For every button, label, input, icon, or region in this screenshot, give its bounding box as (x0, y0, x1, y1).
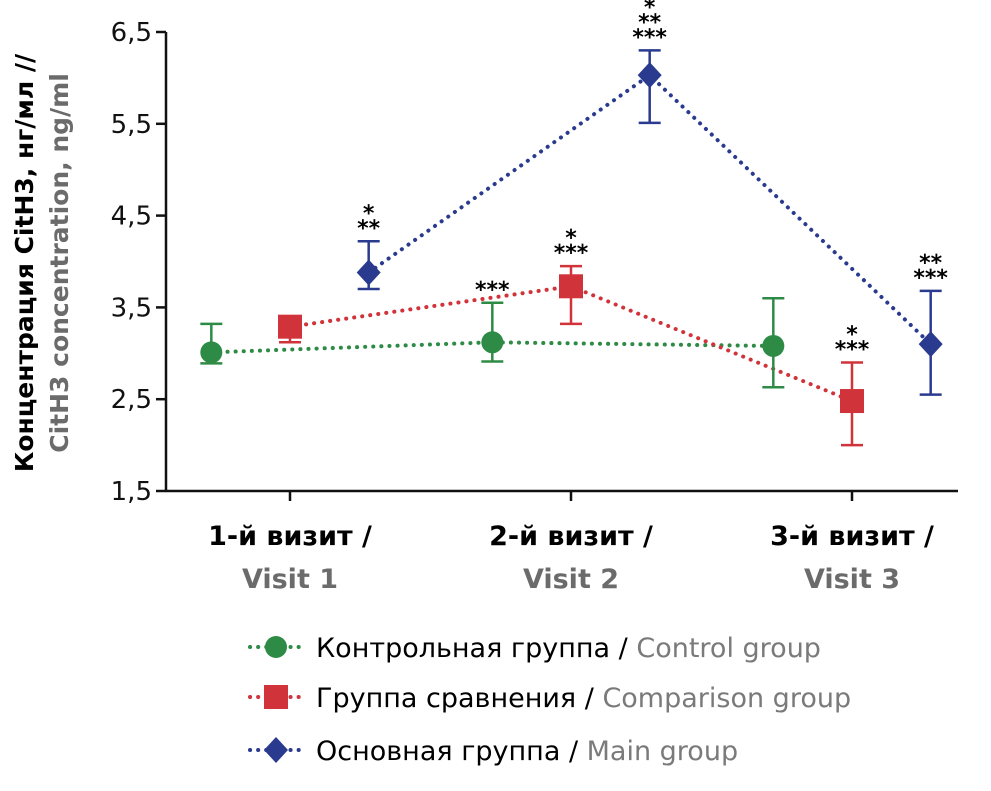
point-control (481, 331, 504, 354)
x-tick-label-ru: 2-й визит / (489, 521, 653, 552)
significance-marker-main: *** (913, 266, 948, 291)
legend-marker-main (264, 737, 288, 763)
legend-label-ru: Группа сравнения / (316, 683, 602, 714)
y-axis-label: Концентрация CitH3, нг/мл // CitH3 conce… (10, 53, 74, 472)
y-axis-label-ru: Концентрация CitH3, нг/мл // (10, 53, 39, 472)
y-axis-label-en: CitH3 concentration, ng/ml (45, 73, 74, 453)
significance-marker-main: ** (919, 251, 943, 276)
y-tick-label: 2,5 (111, 385, 152, 415)
y-tick-label: 1,5 (111, 477, 152, 507)
legend-label-en: Control group (636, 633, 821, 664)
point-main (637, 62, 662, 89)
y-tick-label: 4,5 (111, 202, 152, 232)
legend-label-main: Основная группа / Main group (316, 736, 738, 767)
significance-marker-comparison: * (846, 322, 858, 347)
significance-marker-main: ** (638, 10, 662, 35)
significance-marker-main: *** (632, 25, 667, 50)
legend-label-en: Comparison group (602, 683, 851, 714)
significance-marker-control: *** (475, 278, 510, 303)
data-points (200, 62, 943, 414)
y-tick-label: 5,5 (111, 110, 152, 140)
legend-label-control: Контрольная группа / Control group (316, 633, 821, 664)
axes: 6,5 5,5 4,5 3,5 2,5 1,5 (111, 18, 958, 507)
y-tick-label: 3,5 (111, 293, 152, 323)
legend: Контрольная группа / Control group Группа… (248, 633, 851, 767)
x-tick-label-ru: 3-й визит / (770, 521, 934, 552)
point-control (200, 341, 223, 364)
legend-label-ru: Основная группа / (316, 736, 587, 767)
point-comparison (278, 314, 302, 339)
x-tick-label-ru: 1-й визит / (208, 521, 372, 552)
x-tick-label-en: Visit 3 (804, 564, 900, 595)
significance-marker-main: * (644, 0, 656, 20)
legend-marker-comparison (264, 685, 288, 709)
y-tick-label: 6,5 (111, 18, 152, 48)
legend-label-comparison: Группа сравнения / Comparison group (316, 683, 851, 714)
significance-marker-main: ** (357, 216, 381, 241)
series-line-main (366, 72, 933, 347)
significance-marker-comparison: *** (554, 241, 589, 266)
point-comparison (559, 274, 583, 299)
point-main (356, 259, 381, 286)
point-control (762, 334, 785, 357)
point-main (918, 331, 943, 358)
x-tick-label-en: Visit 1 (242, 564, 338, 595)
legend-label-en: Main group (587, 736, 738, 767)
x-tick-label-en: Visit 2 (523, 564, 619, 595)
x-axis-categories: 1-й визит / Visit 1 2-й визит / Visit 2 3-й … (208, 521, 934, 595)
significance-marker-main: * (363, 201, 375, 226)
series-line-control (209, 340, 776, 355)
significance-annotations: ************************* (357, 0, 948, 362)
point-comparison (840, 389, 864, 414)
significance-marker-comparison: *** (835, 337, 870, 362)
significance-marker-comparison: * (565, 226, 577, 251)
legend-marker-control (265, 636, 287, 658)
legend-label-ru: Контрольная группа / (316, 633, 636, 664)
